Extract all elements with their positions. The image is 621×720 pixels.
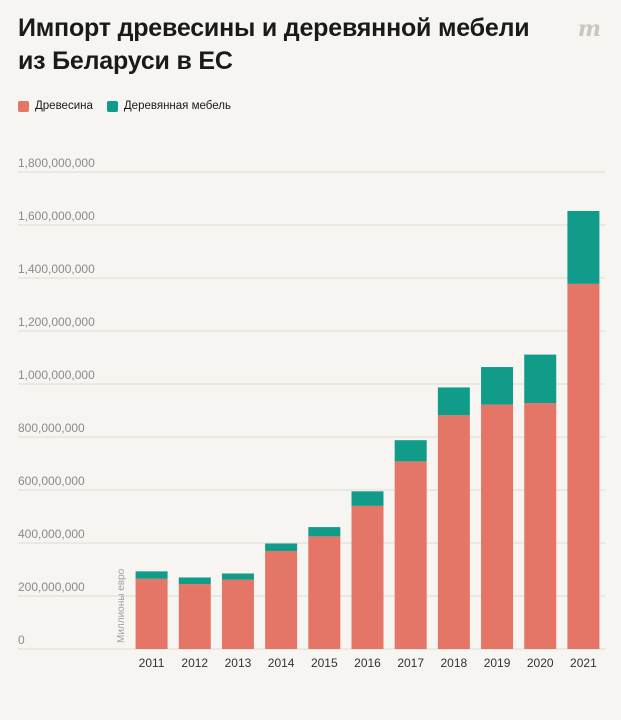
legend-label-furniture: Деревянная мебель <box>123 100 231 112</box>
bar-furniture <box>308 527 341 537</box>
y-tick-label: 1,000,000,000 <box>18 368 95 382</box>
chart-title: Импорт древесины и деревянной мебели из … <box>18 14 530 75</box>
y-axis-label: Миллионы евро <box>116 568 127 643</box>
legend-item-furniture: Деревянная мебель <box>106 100 231 112</box>
legend-swatch-wood <box>18 100 29 112</box>
y-tick-label: 1,600,000,000 <box>18 209 95 223</box>
y-tick-label: 1,400,000,000 <box>18 262 95 276</box>
x-tick-label: 2016 <box>354 656 381 670</box>
x-tick-label: 2015 <box>311 656 338 670</box>
bar-furniture <box>221 573 254 580</box>
x-tick-label: 2012 <box>181 656 208 670</box>
x-tick-label: 2020 <box>527 656 554 670</box>
y-tick-label: 400,000,000 <box>18 527 85 541</box>
legend-item-wood: Древесина <box>18 100 93 112</box>
x-tick-label: 2017 <box>397 656 424 670</box>
bar-wood <box>481 404 514 649</box>
bar-wood <box>524 403 557 649</box>
bar-wood <box>178 584 211 649</box>
legend: Древесина Деревянная мебель <box>18 100 245 112</box>
bar-furniture <box>135 571 168 579</box>
y-tick-label: 200,000,000 <box>18 580 85 594</box>
bar-furniture <box>265 543 298 551</box>
x-tick-label: 2011 <box>139 656 165 670</box>
bar-wood <box>394 461 427 649</box>
bar-wood <box>221 579 254 649</box>
y-tick-label: 600,000,000 <box>18 474 85 488</box>
bar-furniture <box>351 491 384 506</box>
x-tick-label: 2019 <box>484 656 511 670</box>
bar-wood <box>567 283 600 649</box>
x-tick-label: 2021 <box>570 656 597 670</box>
bar-wood <box>351 505 384 649</box>
brand-logo: m <box>577 16 601 42</box>
bar-furniture <box>567 210 600 284</box>
bar-wood <box>308 536 341 649</box>
bar-wood <box>437 415 470 649</box>
bar-furniture <box>394 440 427 462</box>
y-tick-label: 0 <box>18 633 25 647</box>
legend-label-wood: Древесина <box>35 100 93 112</box>
bar-furniture <box>437 387 470 416</box>
x-tick-label: 2018 <box>441 656 468 670</box>
y-tick-label: 1,200,000,000 <box>18 315 95 329</box>
x-tick-label: 2013 <box>225 656 252 670</box>
legend-swatch-furniture <box>106 100 118 112</box>
bar-furniture <box>524 354 557 404</box>
x-tick-label: 2014 <box>268 656 295 670</box>
bar-wood <box>135 578 168 649</box>
bar-furniture <box>178 577 211 585</box>
bar-wood <box>265 550 298 649</box>
bar-furniture <box>481 367 514 405</box>
y-tick-label: 800,000,000 <box>18 421 85 435</box>
y-tick-label: 1,800,000,000 <box>18 156 95 170</box>
